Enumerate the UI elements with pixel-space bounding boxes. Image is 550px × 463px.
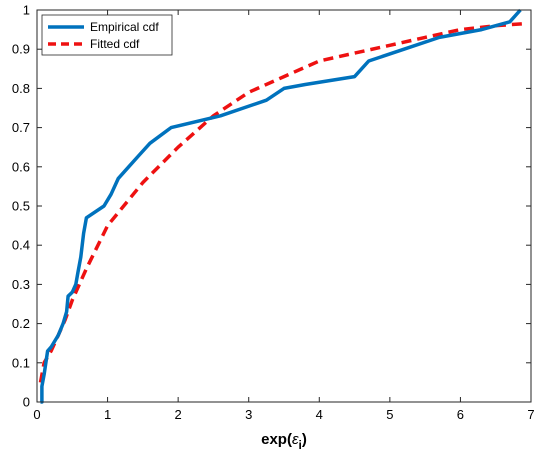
y-tick-label: 0	[23, 395, 30, 410]
series-layer	[38, 8, 525, 404]
y-tick-label: 1	[23, 3, 30, 18]
y-tick-label: 0.2	[12, 316, 30, 331]
x-tick-label: 7	[527, 407, 534, 422]
x-tick-label: 4	[316, 407, 323, 422]
x-axis-label-symbol: ε	[292, 431, 299, 448]
x-tick-label: 3	[245, 407, 252, 422]
y-tick-label: 0.9	[12, 42, 30, 57]
y-tick-label: 0.8	[12, 81, 30, 96]
legend: Empirical cdf Fitted cdf	[41, 14, 173, 56]
y-tick-label: 0.5	[12, 199, 30, 214]
x-axis-label: exp(εi)	[261, 431, 307, 452]
series-line-fitted	[38, 21, 525, 383]
x-axis-label-close: )	[302, 431, 307, 448]
axis-ticks: 0 1 2 3 4 5 6 7 0 0.1 0.2 0.3 0.4 0.5 0.6 0.7 0.8 0.9 1	[12, 3, 535, 423]
x-tick-label: 1	[104, 407, 111, 422]
y-tick-label: 0.6	[12, 159, 30, 174]
x-axis-label-base: exp(	[261, 431, 292, 448]
x-tick-label: 6	[457, 407, 464, 422]
x-axis-label-subscript: i	[299, 438, 302, 452]
legend-label-fitted: Fitted cdf	[90, 37, 140, 51]
x-tick-label: 2	[175, 407, 182, 422]
y-tick-label: 0.4	[12, 238, 30, 253]
y-tick-label: 0.1	[12, 355, 30, 370]
x-tick-label: 5	[386, 407, 393, 422]
legend-box	[41, 14, 173, 56]
y-tick-label: 0.7	[12, 120, 30, 135]
legend-label-empirical: Empirical cdf	[90, 20, 159, 34]
series-line-empirical	[40, 8, 522, 404]
x-tick-label: 0	[33, 407, 40, 422]
plot-area-box	[36, 9, 532, 403]
y-tick-label: 0.3	[12, 277, 30, 292]
